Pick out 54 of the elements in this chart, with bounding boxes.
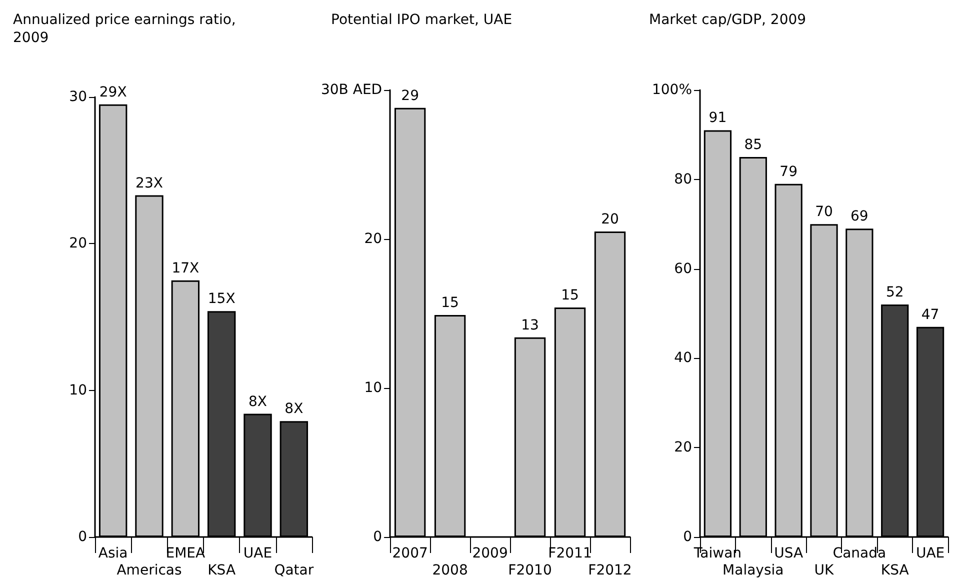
y-tick-label: 30	[69, 89, 87, 105]
x-tick-label: KSA	[208, 562, 236, 578]
x-tick-label: UK	[814, 562, 835, 578]
x-tick-label: EMEA	[166, 546, 206, 562]
data-label: 85	[744, 137, 762, 154]
data-label: 20	[601, 212, 619, 228]
y-tick-label: 40	[674, 350, 692, 366]
x-tick-label: UAE	[243, 546, 272, 562]
x-tick-label: 2009	[472, 546, 508, 562]
x-tick-label: Americas	[116, 562, 182, 578]
x-tick-label: UAE	[916, 546, 945, 562]
x-tick-label: Taiwan	[692, 546, 742, 562]
y-tick-label: 30B AED	[320, 82, 382, 98]
data-label: 8X	[248, 394, 268, 410]
y-tick-label: 100%	[652, 82, 692, 98]
data-label: 29	[401, 88, 419, 104]
x-tick-label: F2011	[548, 546, 592, 562]
x-tick-label: Qatar	[274, 562, 314, 578]
y-tick-label: 20	[364, 231, 382, 247]
y-tick-label: 20	[69, 236, 87, 252]
data-label: 79	[780, 164, 798, 180]
x-tick-label: F2010	[508, 562, 552, 578]
y-tick-label: 0	[683, 529, 692, 545]
y-tick-label: 0	[78, 529, 87, 545]
y-tick-label: 10	[69, 382, 87, 398]
x-tick-label: Canada	[832, 546, 886, 562]
data-label: 91	[708, 110, 727, 126]
data-label: 15X	[208, 291, 236, 308]
y-tick-label: 60	[674, 260, 692, 277]
data-label: 70	[815, 204, 833, 220]
x-tick-label: 2007	[392, 546, 428, 562]
data-label: 29X	[99, 84, 128, 100]
x-tick-label: KSA	[880, 562, 910, 578]
data-label: 23X	[136, 175, 164, 192]
x-tick-label: F2012	[588, 562, 632, 578]
y-tick-label: 0	[373, 529, 382, 545]
x-tick-label: 2008	[432, 562, 468, 578]
data-label: 52	[886, 284, 904, 301]
chart-title: Market cap/GDP, 2009	[649, 12, 806, 28]
data-label: 17X	[172, 260, 200, 276]
data-label: 47	[921, 306, 940, 323]
x-tick-label: USA	[774, 546, 804, 562]
data-label: 8X	[284, 401, 304, 418]
y-tick-label: 80	[674, 171, 692, 188]
data-label: 15	[441, 294, 459, 311]
data-label: 69	[850, 208, 868, 225]
y-tick-label: 20	[674, 440, 692, 456]
x-tick-label: Asia	[98, 546, 128, 562]
data-label: 15	[561, 288, 579, 304]
chart-title: Annualized price earnings ratio, 2009	[13, 12, 240, 46]
chart-title: Potential IPO market, UAE	[331, 12, 512, 28]
data-label: 13	[521, 317, 539, 334]
y-tick-label: 10	[364, 380, 382, 396]
x-tick-label: Malaysia	[722, 562, 784, 578]
